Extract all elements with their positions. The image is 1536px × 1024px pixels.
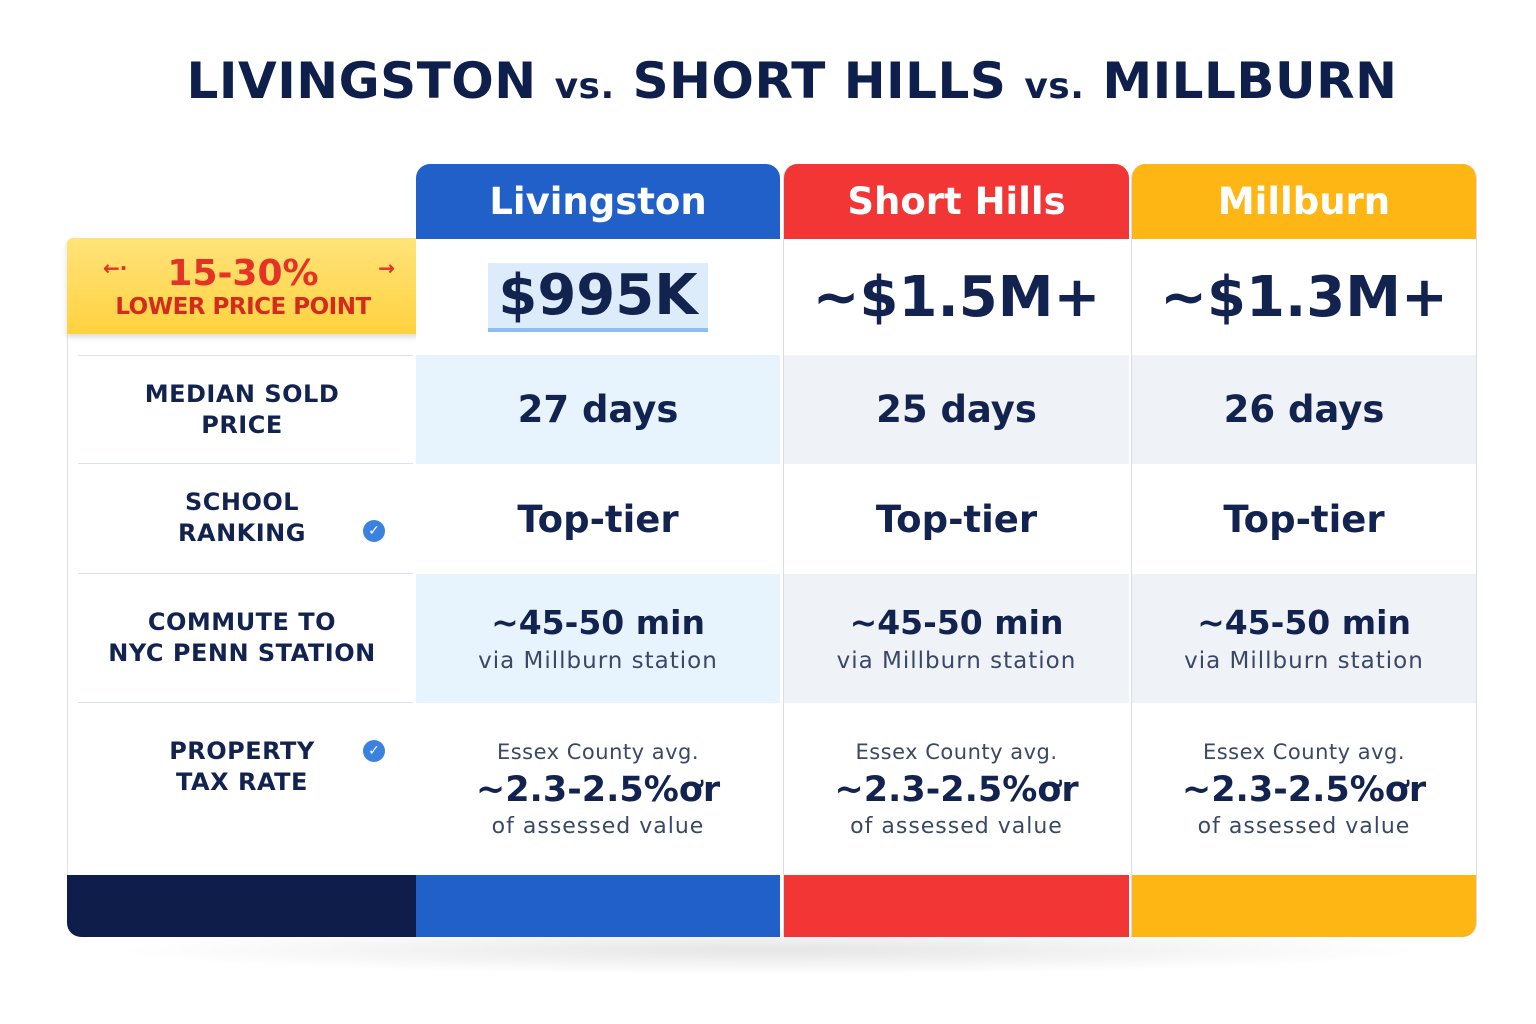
row-label-line: NYC PENN STATION bbox=[108, 639, 376, 667]
row-labels-panel: MEDIAN SOLD PRICE SCHOOL RANKING ✓ COMMU… bbox=[67, 334, 417, 877]
tax-value: ~2.3-2.5%ơr bbox=[834, 769, 1079, 810]
commute-value: ~45-50 min bbox=[849, 603, 1064, 642]
days-value: 26 days bbox=[1223, 388, 1385, 431]
verified-check-icon: ✓ bbox=[363, 520, 385, 542]
school-value: Top-tier bbox=[875, 497, 1038, 541]
school-value: Top-tier bbox=[1223, 497, 1385, 541]
price-value: $995K bbox=[488, 262, 708, 332]
row-divider bbox=[78, 573, 413, 574]
tax-detail: of assessed value bbox=[1197, 813, 1411, 839]
page-title: LIVINGSTON vs. SHORT HILLS vs. MILLBURN bbox=[0, 52, 1536, 110]
price-value: ~$1.3M+ bbox=[1160, 264, 1448, 330]
title-millburn: MILLBURN bbox=[1102, 52, 1398, 110]
cell-commute: ~45-50 min via Millburn station bbox=[784, 574, 1129, 703]
cell-price: $995K bbox=[416, 239, 780, 355]
left-arrow-icon: ←· bbox=[103, 256, 128, 280]
price-value: ~$1.5M+ bbox=[812, 264, 1101, 330]
column-header: Millburn bbox=[1132, 164, 1476, 239]
right-arrow-icon: → bbox=[378, 256, 395, 280]
days-value: 25 days bbox=[876, 388, 1037, 431]
title-vs-2: vs. bbox=[1024, 66, 1085, 107]
comparison-table: MEDIAN SOLD PRICE SCHOOL RANKING ✓ COMMU… bbox=[67, 164, 1477, 937]
column-header: Short Hills bbox=[784, 164, 1129, 239]
tax-label: Essex County avg. bbox=[855, 739, 1058, 764]
column-millburn: Millburn ~$1.3M+ 26 days Top-tier ~45-50… bbox=[1131, 164, 1477, 937]
cell-school: Top-tier bbox=[1132, 464, 1476, 574]
label-footer-bar bbox=[67, 875, 416, 937]
cell-days: 26 days bbox=[1132, 355, 1476, 464]
tax-value: ~2.3-2.5%ơr bbox=[1181, 769, 1427, 810]
column-footer-bar bbox=[416, 875, 780, 937]
commute-detail: via Millburn station bbox=[1184, 648, 1424, 674]
cell-tax: Essex County avg. ~2.3-2.5%ơr of assesse… bbox=[1132, 703, 1476, 875]
tax-label: Essex County avg. bbox=[496, 739, 700, 764]
row-label-line: TAX RATE bbox=[176, 768, 308, 796]
cell-days: 27 days bbox=[416, 355, 780, 464]
title-livingston: LIVINGSTON bbox=[186, 52, 537, 110]
cell-tax: Essex County avg. ~2.3-2.5%ơr of assesse… bbox=[784, 703, 1129, 875]
cell-school: Top-tier bbox=[784, 464, 1129, 574]
row-label-line: SCHOOL bbox=[184, 488, 300, 516]
cell-price: ~$1.3M+ bbox=[1132, 239, 1476, 355]
cell-commute: ~45-50 min via Millburn station bbox=[416, 574, 780, 703]
days-value: 27 days bbox=[517, 388, 679, 431]
school-value: Top-tier bbox=[517, 497, 679, 541]
commute-detail: via Millburn station bbox=[478, 648, 718, 674]
column-short-hills: Short Hills ~$1.5M+ 25 days Top-tier ~45… bbox=[783, 164, 1129, 937]
lower-price-badge: ←· 15-30% LOWER PRICE POINT → bbox=[67, 238, 433, 334]
tax-detail: of assessed value bbox=[491, 813, 705, 839]
title-short-hills: SHORT HILLS bbox=[632, 52, 1007, 110]
cell-tax: Essex County avg. ~2.3-2.5%ơr of assesse… bbox=[416, 703, 780, 875]
verified-check-icon: ✓ bbox=[363, 740, 385, 762]
cell-days: 25 days bbox=[784, 355, 1129, 464]
commute-value: ~45-50 min bbox=[491, 603, 705, 642]
cell-price: ~$1.5M+ bbox=[784, 239, 1129, 355]
row-label-line: PRICE bbox=[201, 410, 283, 439]
tax-value: ~2.3-2.5%ơr bbox=[475, 769, 721, 810]
row-label-median-sold-price: MEDIAN SOLD PRICE bbox=[68, 357, 416, 462]
cell-school: Top-tier bbox=[416, 464, 780, 574]
row-label-line: COMMUTE TO bbox=[147, 608, 337, 636]
row-label-commute: COMMUTE TO NYC PENN STATION bbox=[68, 574, 416, 702]
row-label-property-tax: PROPERTY TAX RATE bbox=[68, 714, 416, 824]
column-footer-bar bbox=[784, 875, 1129, 937]
row-divider bbox=[78, 702, 413, 703]
row-label-line: PROPERTY bbox=[169, 737, 315, 765]
row-divider bbox=[78, 463, 413, 464]
commute-detail: via Millburn station bbox=[836, 648, 1077, 674]
row-divider bbox=[78, 355, 413, 356]
row-label-school-ranking: SCHOOL RANKING bbox=[68, 464, 416, 572]
tax-label: Essex County avg. bbox=[1202, 739, 1406, 764]
row-label-line: MEDIAN SOLD bbox=[144, 379, 340, 408]
title-vs-1: vs. bbox=[554, 66, 615, 107]
column-livingston: Livingston $995K 27 days Top-tier ~45-50… bbox=[416, 164, 780, 937]
row-label-line: RANKING bbox=[178, 519, 306, 547]
cell-commute: ~45-50 min via Millburn station bbox=[1132, 574, 1476, 703]
column-footer-bar bbox=[1132, 875, 1476, 937]
badge-percent: 15-30% bbox=[167, 252, 319, 294]
column-header: Livingston bbox=[416, 164, 780, 239]
tax-detail: of assessed value bbox=[850, 813, 1063, 839]
badge-caption: LOWER PRICE POINT bbox=[115, 293, 371, 320]
commute-value: ~45-50 min bbox=[1197, 603, 1411, 642]
